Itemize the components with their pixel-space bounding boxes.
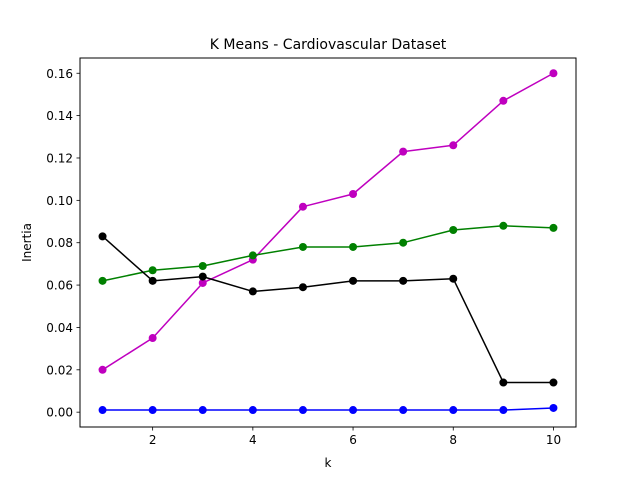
data-point <box>499 221 508 230</box>
y-axis-label: Inertia <box>20 223 34 262</box>
data-point <box>298 242 307 251</box>
data-point <box>148 406 157 415</box>
series-line <box>102 225 554 282</box>
data-point <box>198 278 207 287</box>
y-tick-label: 0.00 <box>46 406 73 420</box>
data-point <box>499 378 508 387</box>
data-point <box>449 141 458 150</box>
data-point <box>549 378 558 387</box>
x-tick-label: 2 <box>149 433 157 447</box>
y-axis-ticks: 0.00 0.02 0.04 0.06 0.08 0.10 0.12 0.14 0.16 <box>46 67 80 420</box>
series-line <box>102 235 554 384</box>
data-point <box>399 238 408 247</box>
data-point <box>349 406 358 415</box>
data-point <box>148 266 157 275</box>
series-0 <box>98 403 558 415</box>
x-tick-label: 10 <box>546 433 561 447</box>
data-point <box>248 406 257 415</box>
series-3 <box>98 232 558 387</box>
data-point <box>298 202 307 211</box>
data-point <box>499 406 508 415</box>
data-point <box>399 276 408 285</box>
data-point <box>399 147 408 156</box>
data-point <box>198 262 207 271</box>
data-point <box>248 287 257 296</box>
series-line <box>102 407 554 411</box>
x-tick-label: 6 <box>349 433 357 447</box>
data-point <box>449 274 458 283</box>
axes-frame <box>79 57 577 428</box>
y-tick-label: 0.14 <box>46 109 73 123</box>
data-point <box>148 334 157 343</box>
data-point <box>549 223 558 232</box>
series-2 <box>98 221 558 285</box>
y-tick-label: 0.06 <box>46 279 73 293</box>
data-point <box>298 283 307 292</box>
y-tick-label: 0.12 <box>46 151 73 165</box>
plot-area <box>98 69 558 415</box>
x-tick-label: 8 <box>449 433 457 447</box>
y-tick-label: 0.16 <box>46 67 73 81</box>
series-1 <box>98 69 558 374</box>
data-point <box>98 365 107 374</box>
data-point <box>549 403 558 412</box>
series-line <box>102 72 554 371</box>
y-tick-label: 0.02 <box>46 363 73 377</box>
y-tick-label: 0.08 <box>46 236 73 250</box>
data-point <box>349 242 358 251</box>
data-point <box>349 189 358 198</box>
data-point <box>549 69 558 78</box>
data-point <box>399 406 408 415</box>
data-point <box>198 272 207 281</box>
data-point <box>148 276 157 285</box>
data-point <box>198 406 207 415</box>
data-point <box>98 276 107 285</box>
data-point <box>449 226 458 234</box>
chart-title: K Means - Cardiovascular Dataset <box>210 37 447 53</box>
data-point <box>248 251 257 260</box>
x-tick-label: 4 <box>249 433 257 447</box>
data-point <box>449 406 458 415</box>
y-tick-label: 0.04 <box>46 321 73 335</box>
data-point <box>298 406 307 415</box>
x-axis-label: k <box>325 456 332 470</box>
y-tick-label: 0.10 <box>46 194 73 208</box>
data-point <box>98 406 107 415</box>
data-point <box>499 96 508 105</box>
data-point <box>349 276 358 285</box>
x-axis-ticks: 2 4 6 8 10 <box>149 427 561 447</box>
data-point <box>98 232 107 241</box>
